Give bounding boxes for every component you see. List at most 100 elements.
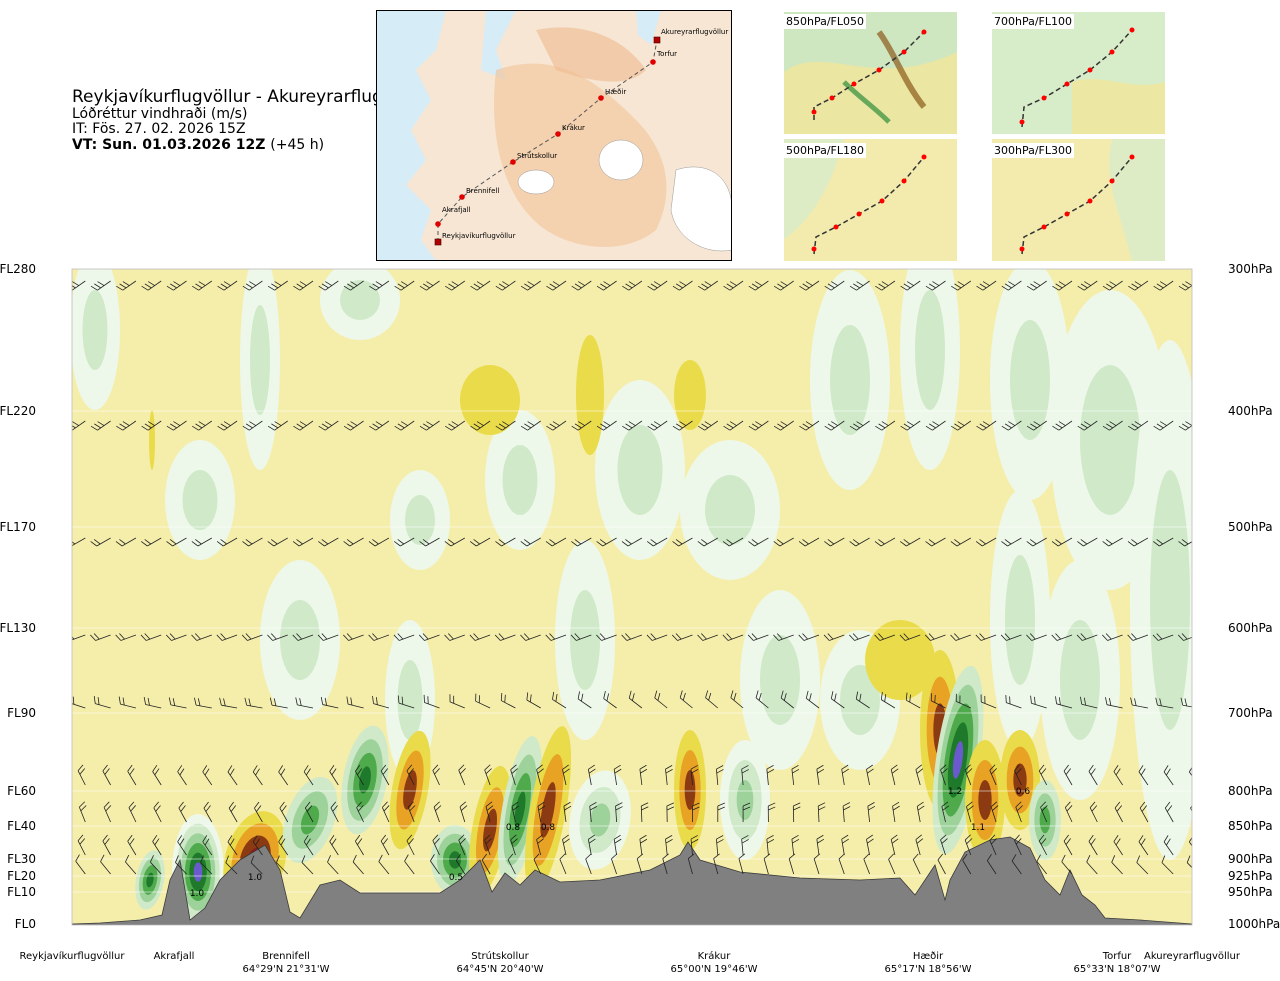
wind-barb <box>975 633 997 641</box>
wind-barb <box>577 691 592 709</box>
wind-barb <box>397 695 415 709</box>
wind-barb <box>1113 765 1123 786</box>
wind-barb <box>510 834 518 856</box>
wind-barb <box>418 633 440 641</box>
wind-barb <box>1161 855 1174 875</box>
wind-barb <box>141 537 162 547</box>
wind-barb <box>216 537 238 547</box>
wind-barb <box>855 691 870 709</box>
wind-barb <box>381 801 390 823</box>
wind-barb <box>562 764 570 786</box>
wind-barb <box>697 633 718 641</box>
wind-barb <box>646 633 668 641</box>
wind-barb <box>1127 633 1149 641</box>
wind-barb <box>241 633 263 641</box>
wind-barb <box>90 633 111 641</box>
route-point-label: Reykjavíkurflugvöllur <box>442 232 516 240</box>
wind-barb <box>278 835 289 856</box>
location-name: Strútskollur <box>471 951 529 962</box>
route-waypoint-marker <box>650 59 656 65</box>
wind-barb <box>690 765 699 786</box>
wind-barb <box>152 764 162 786</box>
wind-barb <box>166 280 187 291</box>
wind-barb <box>406 834 415 856</box>
route-waypoint-marker <box>459 194 465 200</box>
level-map-700-label: 700hPa/FL100 <box>992 14 1075 29</box>
y-axis-right-label: 850hPa <box>1228 819 1273 833</box>
wind-barb <box>1005 695 1022 709</box>
wind-barb <box>1128 280 1149 291</box>
location-name: Brennifell <box>262 951 310 962</box>
wind-barb <box>647 537 668 547</box>
y-axis-left-label: FL220 <box>0 404 36 418</box>
y-axis-right-label: 925hPa <box>1228 869 1273 883</box>
wind-barb <box>141 420 162 431</box>
wind-barb <box>533 853 542 875</box>
wind-barb <box>445 420 466 431</box>
wind-barb <box>93 695 111 709</box>
wind-barb <box>380 764 390 786</box>
wind-barb <box>177 835 187 856</box>
wind-barb <box>767 802 776 823</box>
wind-barb <box>343 537 364 547</box>
wind-barb <box>194 697 212 709</box>
level-map-500 <box>784 139 957 261</box>
wind-barb <box>613 764 622 786</box>
wind-barb <box>459 801 468 823</box>
wind-barb <box>1052 280 1073 291</box>
wind-barb <box>242 537 263 547</box>
valid-time: Sun. 01.03.2026 12Z <box>102 137 266 153</box>
wind-barb <box>1153 420 1174 431</box>
wind-barb <box>773 633 794 641</box>
y-axis-left-label: FL60 <box>7 784 36 798</box>
velocity-contour <box>340 280 380 320</box>
wind-barb <box>976 420 997 431</box>
wind-barb <box>116 420 137 431</box>
y-axis-right-label: 500hPa <box>1228 520 1273 534</box>
wind-barb <box>940 834 948 856</box>
wind-barb <box>444 537 465 547</box>
wind-barb <box>449 694 465 709</box>
contour-value-label: 1.2 <box>948 787 962 797</box>
wind-barb <box>90 537 111 547</box>
wind-barb <box>485 801 494 823</box>
wind-barb <box>1153 280 1174 291</box>
wind-barb <box>470 280 491 291</box>
wind-barb <box>563 801 572 823</box>
wind-barb <box>536 834 544 856</box>
velocity-contour <box>576 335 604 455</box>
wind-barb <box>596 420 617 431</box>
wind-barb <box>228 801 238 823</box>
wind-barb <box>494 633 516 641</box>
wind-barb <box>102 764 111 786</box>
wind-barb <box>813 853 821 875</box>
wind-barb <box>603 691 617 709</box>
wind-barb <box>747 633 769 641</box>
wind-barb <box>1001 537 1022 547</box>
wind-barb <box>899 633 921 641</box>
wind-barb <box>252 835 263 856</box>
wind-barb <box>925 537 946 547</box>
wind-barb <box>570 633 592 641</box>
wind-barb <box>227 765 238 786</box>
contour-value-label: 0.6 <box>1016 787 1031 797</box>
wind-barb <box>378 854 390 875</box>
wind-barb <box>596 633 617 641</box>
wind-barb <box>217 280 238 291</box>
wind-barb <box>647 280 668 291</box>
wind-barb <box>964 834 973 856</box>
wind-barb <box>1086 854 1098 875</box>
velocity-contour <box>830 325 870 435</box>
x-axis-location: Strútskollur 64°45'N 20°40'W <box>440 950 560 976</box>
wind-barb <box>622 420 643 431</box>
wind-barb <box>589 802 598 823</box>
level-map-500-label: 500hPa/FL180 <box>784 143 867 158</box>
wind-barb <box>900 420 921 431</box>
wind-barb <box>817 802 826 823</box>
wind-barb <box>318 280 339 291</box>
wind-barb <box>780 690 794 709</box>
wind-barb <box>738 853 746 875</box>
wind-barb <box>507 853 516 875</box>
wind-barb <box>766 765 775 786</box>
wind-barb <box>915 764 924 786</box>
